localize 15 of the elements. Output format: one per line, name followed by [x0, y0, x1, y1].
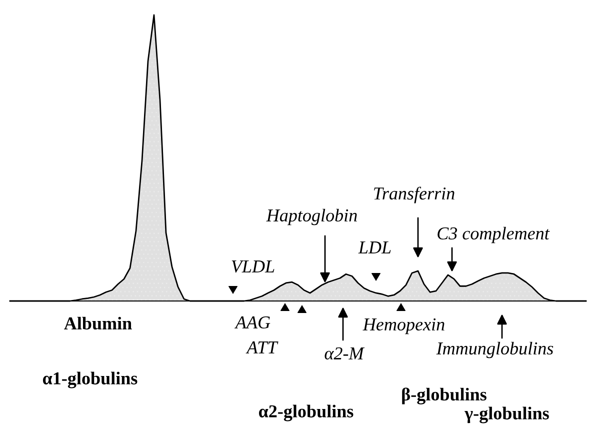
text: γ-globulins: [464, 406, 549, 424]
text: Hemopexin: [362, 318, 444, 334]
text: AAG: [234, 316, 270, 328]
annotation: LDL: [358, 242, 391, 254]
text: α1-globulins: [42, 372, 138, 388]
annotation: Haptoglobin: [266, 208, 357, 226]
text: ATT: [246, 341, 278, 354]
annotation: VLDL: [232, 260, 274, 273]
text: α2-M: [324, 347, 365, 360]
text: β-globulins: [402, 388, 486, 404]
text: Immunglobulins: [436, 342, 554, 358]
annotation: Transferrin: [374, 186, 454, 204]
text: α2-globulins: [258, 404, 354, 422]
annotation: C3 complement: [438, 226, 550, 244]
text: Albumin: [64, 316, 132, 330]
